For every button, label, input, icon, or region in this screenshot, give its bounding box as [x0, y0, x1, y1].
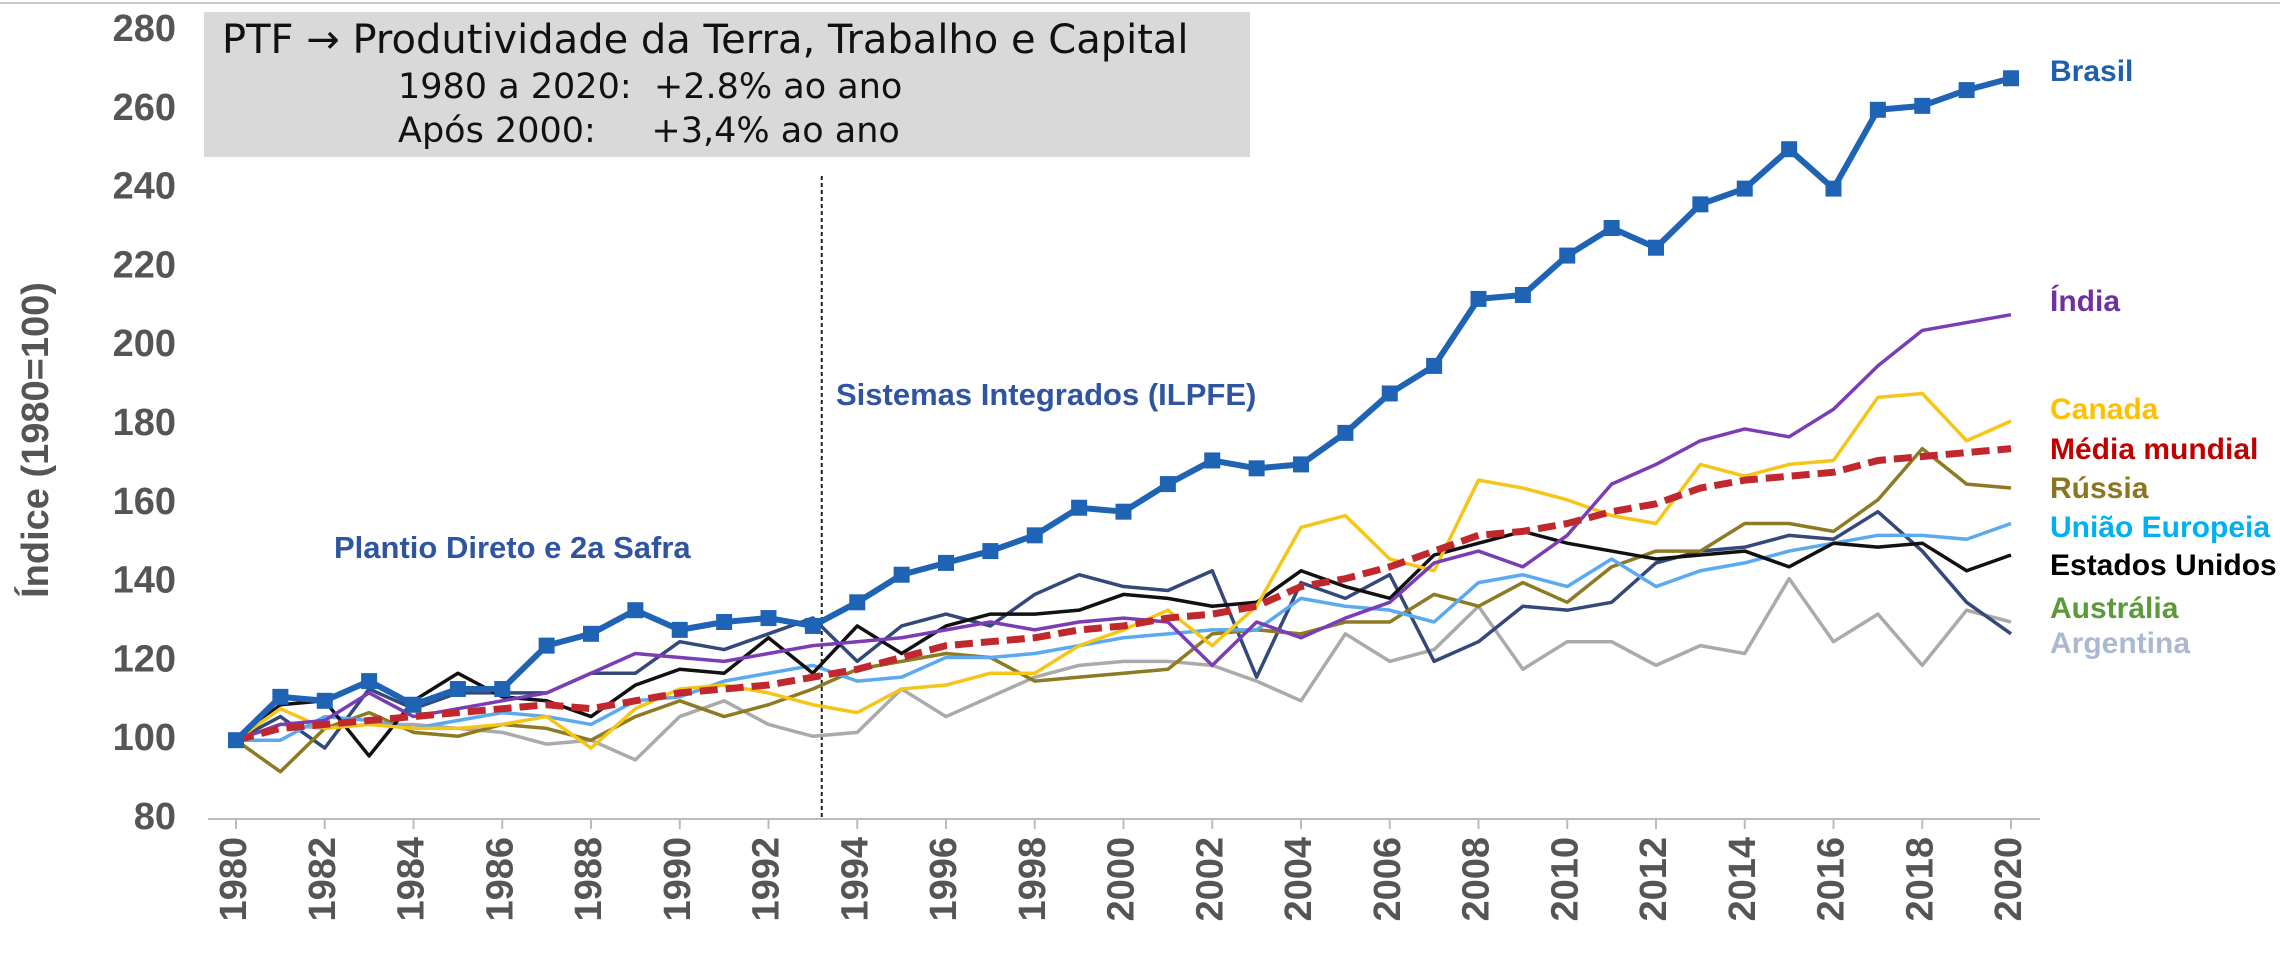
marker — [1514, 286, 1531, 303]
legend-label: Estados Unidos — [2050, 549, 2277, 582]
box-line: Após 2000: +3,4% ao ano — [398, 111, 900, 151]
legend-label: Canada — [2050, 393, 2159, 426]
series-line — [236, 521, 2012, 742]
marker — [982, 543, 999, 560]
marker — [1914, 97, 1931, 114]
x-tick-label: 1992 — [746, 837, 788, 922]
legend-label: Argentina — [2050, 627, 2190, 660]
x-tick-label: 2020 — [1988, 837, 2030, 922]
marker — [1958, 82, 1975, 99]
legend-label: Média mundial — [2050, 433, 2258, 466]
marker — [671, 621, 688, 638]
marker — [1825, 180, 1842, 197]
y-tick-label: 260 — [113, 87, 176, 129]
legend-label: União Europeia — [2050, 511, 2270, 544]
y-tick-label: 220 — [113, 244, 176, 286]
marker — [1426, 357, 1443, 374]
x-tick-label: 2006 — [1367, 837, 1409, 922]
series-line — [234, 446, 2012, 774]
y-tick-label: 280 — [113, 8, 176, 50]
marker — [938, 554, 954, 571]
marker — [1648, 239, 1664, 256]
series-line — [235, 576, 2012, 762]
box-line: 1980 a 2020: +2.8% ao ano — [398, 67, 902, 107]
annotation: Plantio Direto e 2a Safra — [334, 530, 691, 565]
series-line — [235, 509, 2013, 750]
marker — [1559, 247, 1576, 264]
box-title: PTF → Produtividade da Terra, Trabalho e… — [222, 17, 1189, 63]
x-tick-label: 2002 — [1189, 837, 1231, 922]
marker — [1159, 476, 1176, 493]
marker — [1026, 527, 1043, 544]
y-tick-label: 100 — [113, 717, 176, 759]
marker — [893, 566, 910, 583]
marker — [1293, 456, 1309, 473]
marker — [1381, 385, 1398, 402]
y-tick-label: 200 — [113, 323, 176, 365]
marker — [1781, 141, 1798, 158]
marker — [1204, 452, 1221, 469]
marker — [228, 732, 244, 749]
x-tick-label: 2010 — [1544, 837, 1586, 922]
legend-label: Austrália — [2050, 592, 2179, 625]
x-tick-label: 1986 — [479, 837, 521, 922]
x-tick-label: 2014 — [1722, 837, 1764, 922]
legend-label: Índia — [2050, 284, 2120, 318]
marker — [849, 594, 866, 611]
marker — [316, 692, 333, 709]
y-tick-label: 140 — [113, 560, 176, 602]
marker — [405, 696, 422, 713]
y-tick-label: 160 — [113, 481, 176, 523]
marker — [272, 688, 289, 705]
x-tick-label: 1994 — [834, 837, 876, 922]
x-tick-label: 1988 — [568, 837, 610, 922]
x-tick-label: 1980 — [213, 837, 255, 922]
x-tick-label: 1998 — [1012, 837, 1054, 922]
x-tick-label: 1982 — [302, 837, 344, 922]
marker — [1115, 503, 1132, 520]
series-line — [235, 445, 2012, 744]
info-box — [204, 12, 1250, 157]
marker — [760, 610, 777, 627]
x-tick-label: 2004 — [1278, 837, 1320, 922]
series-line — [235, 312, 2012, 742]
x-tick-label: 2016 — [1811, 837, 1853, 922]
marker — [494, 680, 511, 697]
marker — [1470, 290, 1487, 307]
series-line — [234, 529, 2012, 758]
marker — [1248, 460, 1265, 477]
marker — [804, 617, 821, 634]
legend-label: Brasil — [2050, 55, 2133, 88]
y-tick-label: 120 — [113, 638, 176, 680]
x-tick-label: 2012 — [1633, 837, 1675, 922]
y-tick-label: 180 — [113, 402, 176, 444]
marker — [1692, 196, 1709, 213]
x-tick-label: 1990 — [657, 837, 699, 922]
y-tick-label: 80 — [134, 796, 176, 838]
marker — [538, 637, 555, 654]
marker — [1071, 499, 1088, 516]
marker — [2003, 70, 2019, 87]
marker — [583, 625, 599, 642]
annotation: Sistemas Integrados (ILPFE) — [836, 377, 1256, 412]
x-tick-label: 1984 — [391, 837, 433, 922]
marker — [716, 614, 733, 630]
x-tick-label: 1996 — [923, 837, 965, 922]
y-tick-label: 240 — [113, 166, 176, 208]
marker — [361, 673, 378, 690]
marker — [1736, 180, 1753, 197]
marker — [1337, 424, 1354, 441]
marker — [627, 602, 644, 619]
marker — [1603, 220, 1620, 236]
x-tick-label: 2000 — [1101, 837, 1143, 922]
y-axis-label: Índice (1980=100) — [13, 282, 57, 598]
x-tick-label: 2018 — [1899, 837, 1941, 922]
x-tick-label: 2008 — [1456, 837, 1498, 922]
marker — [449, 680, 466, 697]
series-line — [234, 391, 2012, 750]
marker — [1869, 101, 1886, 118]
legend-label: Rússia — [2050, 472, 2149, 505]
